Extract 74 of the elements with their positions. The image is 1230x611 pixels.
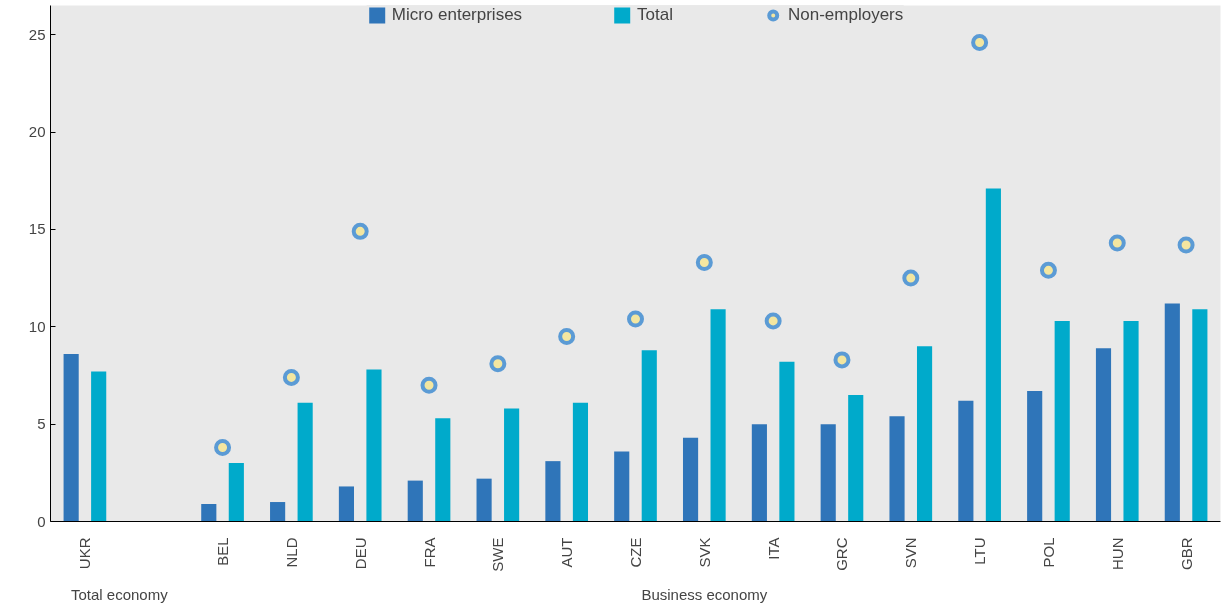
bar (614, 451, 630, 522)
bar (63, 354, 79, 522)
x-tick-label: AUT (558, 537, 576, 568)
bar (682, 437, 699, 522)
x-tick-label: LTU (971, 537, 989, 565)
x-tick-label: BEL (214, 537, 232, 566)
bar (1192, 309, 1208, 522)
x-tick-label: DEU (351, 537, 369, 570)
bar (504, 408, 520, 522)
y-tick-label: 15 (28, 220, 46, 238)
point (420, 376, 438, 394)
bar (270, 502, 286, 522)
point (1039, 261, 1057, 279)
bar (958, 400, 974, 522)
point (971, 34, 989, 51)
bar (407, 480, 423, 522)
bar (435, 418, 451, 522)
y-tick-label: 25 (28, 25, 46, 43)
point (764, 312, 782, 330)
bar (476, 478, 492, 522)
point (1108, 234, 1126, 252)
bar (641, 350, 657, 522)
bar (1054, 320, 1070, 522)
y-tick-label: 20 (28, 123, 46, 141)
x-tick-label: GBR (1177, 537, 1195, 570)
bar (91, 371, 107, 522)
bar (779, 361, 795, 522)
bar (297, 402, 313, 522)
legend-label: Total (637, 5, 674, 25)
point (902, 269, 920, 287)
x-tick-label: UKR (76, 537, 94, 570)
bar (848, 394, 864, 522)
bar (820, 424, 836, 522)
point (282, 368, 300, 386)
bar (228, 463, 244, 522)
bar (1027, 391, 1043, 522)
x-tick-label: FRA (420, 537, 438, 568)
x-tick-label: NLD (282, 537, 300, 568)
point (489, 355, 507, 373)
x-tick-label: POL (1039, 537, 1057, 568)
y-tick-label: 10 (28, 317, 46, 335)
y-tick-label: 5 (37, 415, 46, 433)
y-tick-label: 0 (37, 512, 46, 530)
point (695, 254, 713, 272)
bar (889, 416, 905, 522)
bar (201, 503, 217, 522)
x-tick-label: SVK (695, 537, 713, 568)
x-tick-label: HUN (1108, 537, 1126, 570)
legend-label: Micro enterprises (391, 5, 523, 25)
point (351, 222, 369, 240)
bar (366, 369, 382, 522)
x-tick-label: GRC (833, 537, 851, 571)
x-tick-label: SWE (489, 537, 507, 572)
x-tick-label: SVN (902, 537, 920, 569)
point (627, 310, 644, 328)
point (558, 328, 576, 346)
text: Business economy (641, 585, 768, 603)
point (833, 351, 851, 369)
text: Total economy (70, 585, 169, 603)
bar (545, 461, 561, 522)
x-tick-label: ITA (764, 537, 782, 560)
bar (751, 424, 767, 522)
bar (985, 188, 1001, 522)
bar (338, 486, 355, 522)
legend-label: Non-employers (788, 5, 904, 25)
bar (916, 346, 933, 522)
point (1177, 236, 1195, 254)
bar (1095, 348, 1112, 522)
bar (710, 309, 726, 522)
bar (572, 402, 589, 522)
bar (1164, 303, 1180, 522)
point (214, 439, 232, 456)
x-tick-label: CZE (627, 537, 644, 568)
bar (1123, 320, 1139, 522)
